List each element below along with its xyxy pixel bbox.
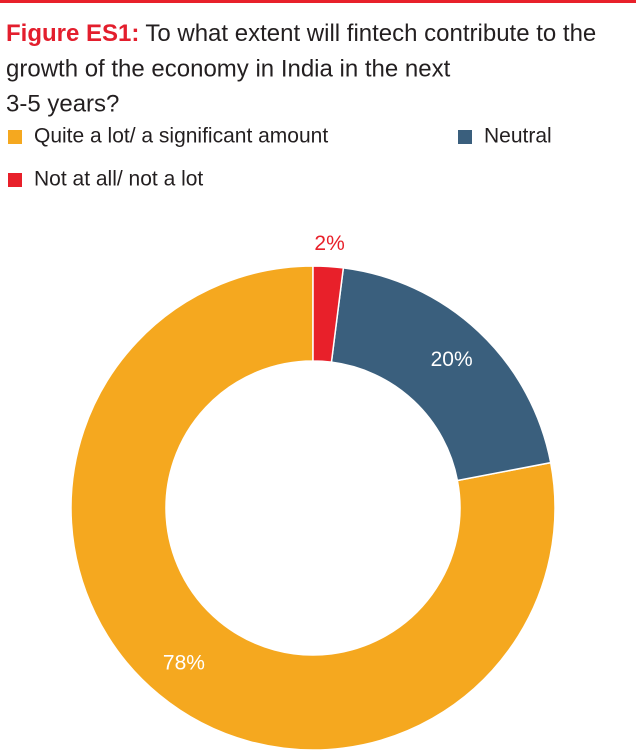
donut-slice: [330, 267, 552, 482]
legend-swatch: [458, 130, 472, 144]
title-prefix: Figure ES1:: [6, 20, 139, 47]
donut-slice: [312, 265, 345, 363]
legend-swatch: [8, 130, 22, 144]
data-label: 78%: [163, 652, 205, 675]
title-text-line: To what extent will fintech contribute t…: [145, 20, 596, 47]
legend-label: Neutral: [484, 125, 552, 148]
legend-label: Not at all/ not a lot: [34, 168, 203, 191]
data-label: 20%: [431, 348, 473, 371]
plot: 78% 20% 2%: [70, 232, 556, 751]
chart-title-cont: 3-5 years?: [6, 90, 119, 117]
legend-label: Quite a lot/ a significant amount: [34, 125, 328, 148]
legend-swatch: [8, 173, 22, 187]
data-label: 2%: [314, 232, 344, 255]
chart-title-cont: growth of the economy in India in the ne…: [6, 55, 451, 82]
title-block: Figure ES1: To what extent will fintech c…: [6, 20, 596, 117]
donut-slice: [70, 265, 556, 751]
chart-title: Figure ES1: To what extent will fintech c…: [6, 20, 596, 47]
legend: Quite a lot/ a significant amount Neutral…: [8, 125, 552, 191]
